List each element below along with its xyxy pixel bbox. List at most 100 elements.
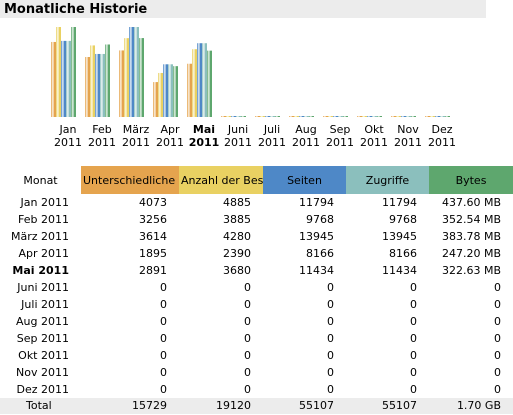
bar-visitors-märz xyxy=(119,50,124,117)
x-tick-year: 2011 xyxy=(122,136,150,149)
cell-visits: 0 xyxy=(244,349,251,362)
cell-visitors: 0 xyxy=(160,298,167,311)
total-visits: 19120 xyxy=(179,398,263,414)
cell-visits: 2390 xyxy=(223,247,251,260)
total-visitors: 15729 xyxy=(81,398,179,414)
x-tick-month: Juli xyxy=(263,123,280,136)
table-row: Sep 2011 0 0 0 0 0 xyxy=(0,330,513,347)
x-tick-month: Juni xyxy=(227,123,248,136)
bar-visitors-juni xyxy=(221,116,226,117)
table-row: Nov 2011 0 0 0 0 0 xyxy=(0,364,513,381)
bar-visitors-apr xyxy=(153,82,158,117)
x-tick-year: 2011 xyxy=(189,136,220,149)
cell-visitors: 0 xyxy=(160,332,167,345)
x-tick-month: März xyxy=(123,123,150,136)
cell-visits: 0 xyxy=(244,315,251,328)
bar-pages-mai xyxy=(197,43,202,117)
cell-month: Jan 2011 xyxy=(20,196,69,209)
bar-bytes-mai xyxy=(207,50,212,117)
cell-month: März 2011 xyxy=(10,230,69,243)
bar-visitors-dez xyxy=(425,116,430,117)
bar-visits-märz xyxy=(124,38,129,118)
cell-visits: 4280 xyxy=(223,230,251,243)
cell-bytes: 437.60 MB xyxy=(441,196,501,209)
cell-bytes: 0 xyxy=(494,332,501,345)
cell-visitors: 3256 xyxy=(139,213,167,226)
bar-visitors-juli xyxy=(255,116,260,117)
bar-hits-dez xyxy=(440,116,445,117)
x-tick-year: 2011 xyxy=(88,136,116,149)
x-tick-year: 2011 xyxy=(360,136,388,149)
table-header-row: Monat Unterschiedliche Besucher Anzahl d… xyxy=(0,166,513,194)
table-row: März 2011 3614 4280 13945 13945 383.78 MB xyxy=(0,228,513,245)
bar-visits-aug xyxy=(294,116,299,117)
cell-visits: 3885 xyxy=(223,213,251,226)
cell-hits: 9768 xyxy=(389,213,417,226)
cell-pages: 0 xyxy=(327,366,334,379)
cell-visitors: 0 xyxy=(160,383,167,396)
cell-visitors: 0 xyxy=(160,349,167,362)
x-tick-month: Feb xyxy=(92,123,111,136)
cell-visits: 0 xyxy=(244,332,251,345)
cell-bytes: 0 xyxy=(494,315,501,328)
x-tick-year: 2011 xyxy=(54,136,82,149)
bar-visits-apr xyxy=(158,72,163,117)
cell-hits: 8166 xyxy=(389,247,417,260)
cell-pages: 13945 xyxy=(299,230,334,243)
bar-bytes-nov xyxy=(411,116,416,117)
bar-pages-nov xyxy=(401,116,406,117)
cell-bytes: 0 xyxy=(494,366,501,379)
bar-hits-juni xyxy=(236,116,241,117)
bar-bytes-okt xyxy=(377,116,382,117)
bar-visitors-sep xyxy=(323,116,328,117)
bar-visits-feb xyxy=(90,45,95,117)
cell-pages: 11434 xyxy=(299,264,334,277)
bar-hits-nov xyxy=(406,116,411,117)
bar-bytes-dez xyxy=(445,116,450,117)
total-bytes: 1.70 GB xyxy=(429,398,513,414)
bar-visits-jan xyxy=(56,27,61,117)
cell-hits: 0 xyxy=(410,349,417,362)
bar-hits-jan xyxy=(66,40,71,117)
cell-month: Juli 2011 xyxy=(21,298,69,311)
x-tick-year: 2011 xyxy=(224,136,252,149)
cell-bytes: 322.63 MB xyxy=(441,264,501,277)
bar-visitors-okt xyxy=(357,116,362,117)
cell-month: Juni 2011 xyxy=(17,281,69,294)
cell-month: Apr 2011 xyxy=(18,247,69,260)
cell-month: Mai 2011 xyxy=(12,264,69,277)
bar-bytes-jan xyxy=(71,27,76,117)
bar-visitors-feb xyxy=(85,57,90,117)
cell-visits: 3680 xyxy=(223,264,251,277)
bar-visitors-nov xyxy=(391,116,396,117)
bar-visits-sep xyxy=(328,116,333,117)
cell-visitors: 4073 xyxy=(139,196,167,209)
total-pages: 55107 xyxy=(263,398,346,414)
bar-pages-juli xyxy=(265,116,270,117)
bar-bytes-apr xyxy=(173,66,178,117)
cell-hits: 0 xyxy=(410,315,417,328)
x-tick-month: Aug xyxy=(295,123,316,136)
bar-visits-nov xyxy=(396,116,401,117)
cell-hits: 0 xyxy=(410,298,417,311)
bar-bytes-juni xyxy=(241,116,246,117)
cell-month: Feb 2011 xyxy=(18,213,69,226)
x-tick-month: Jan xyxy=(59,123,77,136)
bar-pages-märz xyxy=(129,27,134,117)
table-row: Apr 2011 1895 2390 8166 8166 247.20 MB xyxy=(0,245,513,262)
x-tick-year: 2011 xyxy=(394,136,422,149)
cell-visits: 4885 xyxy=(223,196,251,209)
cell-month: Aug 2011 xyxy=(16,315,69,328)
bar-visits-mai xyxy=(192,49,197,117)
bar-hits-okt xyxy=(372,116,377,117)
bar-pages-dez xyxy=(435,116,440,117)
table-row: Feb 2011 3256 3885 9768 9768 352.54 MB xyxy=(0,211,513,228)
table-row: Okt 2011 0 0 0 0 0 xyxy=(0,347,513,364)
x-tick-month: Dez xyxy=(431,123,452,136)
x-tick-year: 2011 xyxy=(326,136,354,149)
header-hits: Zugriffe xyxy=(346,166,429,194)
x-tick-year: 2011 xyxy=(156,136,184,149)
cell-bytes: 247.20 MB xyxy=(441,247,501,260)
cell-month: Nov 2011 xyxy=(16,366,69,379)
bar-hits-juli xyxy=(270,116,275,117)
